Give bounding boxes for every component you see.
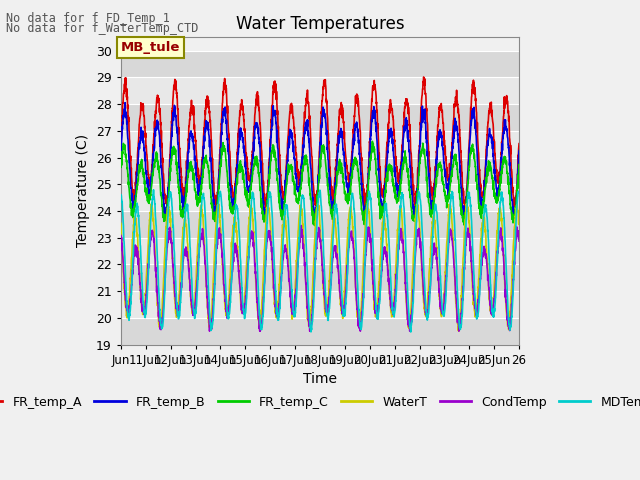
Bar: [121, 104, 519, 131]
MDTemp_A: [492, 295, 499, 300]
Line: WaterT: WaterT: [121, 203, 519, 331]
Line: FR_temp_B: FR_temp_B: [121, 103, 519, 220]
MDTemp_A: [218, 204, 226, 209]
Text: No data for f FD_Temp_1: No data for f FD_Temp_1: [6, 12, 170, 25]
MDTemp_A: [407, 329, 415, 335]
FR_temp_B: [117, 145, 125, 151]
CondTemp: [327, 282, 335, 288]
WaterT: [218, 251, 226, 256]
FR_temp_C: [117, 164, 125, 169]
CondTemp: [205, 328, 213, 334]
Bar: [121, 184, 519, 211]
WaterT: [515, 220, 523, 226]
FR_temp_C: [494, 196, 502, 202]
CondTemp: [494, 251, 502, 256]
FR_temp_A: [212, 208, 220, 214]
FR_temp_A: [246, 179, 254, 185]
Bar: [121, 264, 519, 291]
Line: FR_temp_C: FR_temp_C: [121, 142, 519, 226]
FR_temp_C: [369, 139, 376, 144]
FR_temp_B: [218, 119, 226, 124]
MDTemp_A: [117, 192, 125, 198]
FR_temp_B: [412, 217, 420, 223]
MDTemp_A: [327, 288, 335, 293]
WaterT: [492, 262, 499, 267]
FR_temp_B: [515, 148, 523, 154]
FR_temp_A: [262, 199, 269, 204]
Line: FR_temp_A: FR_temp_A: [121, 77, 519, 211]
Bar: [121, 238, 519, 264]
FR_temp_A: [494, 179, 502, 185]
WaterT: [455, 328, 463, 334]
FR_temp_B: [121, 100, 129, 106]
Line: CondTemp: CondTemp: [121, 226, 519, 331]
FR_temp_C: [246, 190, 254, 196]
FR_temp_B: [492, 174, 499, 180]
FR_temp_B: [494, 185, 502, 191]
WaterT: [494, 222, 502, 228]
WaterT: [327, 252, 335, 258]
Title: Water Temperatures: Water Temperatures: [236, 15, 404, 33]
FR_temp_C: [492, 196, 499, 202]
Bar: [121, 157, 519, 184]
Y-axis label: Temperature (C): Temperature (C): [76, 134, 90, 248]
WaterT: [262, 223, 269, 229]
MDTemp_A: [150, 187, 157, 192]
Bar: [121, 131, 519, 157]
FR_temp_B: [327, 196, 335, 202]
FR_temp_A: [117, 133, 125, 139]
FR_temp_C: [262, 213, 269, 219]
WaterT: [148, 200, 156, 205]
CondTemp: [515, 238, 523, 244]
FR_temp_C: [310, 223, 318, 228]
FR_temp_A: [420, 74, 428, 80]
X-axis label: Time: Time: [303, 372, 337, 386]
MDTemp_A: [494, 249, 502, 254]
FR_temp_B: [246, 181, 254, 187]
Bar: [121, 211, 519, 238]
FR_temp_C: [218, 152, 226, 158]
FR_temp_A: [218, 108, 226, 114]
FR_temp_C: [515, 164, 523, 169]
Legend: FR_temp_A, FR_temp_B, FR_temp_C, WaterT, CondTemp, MDTemp_A: FR_temp_A, FR_temp_B, FR_temp_C, WaterT,…: [0, 391, 640, 414]
CondTemp: [246, 239, 254, 244]
WaterT: [246, 203, 254, 208]
Bar: [121, 77, 519, 104]
Bar: [121, 51, 519, 77]
Bar: [121, 291, 519, 318]
Bar: [121, 318, 519, 345]
Text: MB_tule: MB_tule: [121, 41, 180, 54]
FR_temp_A: [327, 176, 335, 182]
Line: MDTemp_A: MDTemp_A: [121, 190, 519, 332]
FR_temp_A: [515, 141, 523, 146]
MDTemp_A: [246, 223, 254, 229]
CondTemp: [218, 248, 226, 254]
FR_temp_A: [492, 158, 499, 164]
MDTemp_A: [515, 189, 523, 195]
FR_temp_B: [262, 206, 269, 212]
WaterT: [117, 220, 125, 226]
CondTemp: [117, 233, 125, 239]
Text: No data for f_WaterTemp_CTD: No data for f_WaterTemp_CTD: [6, 22, 199, 35]
CondTemp: [298, 223, 305, 228]
MDTemp_A: [262, 251, 269, 257]
FR_temp_C: [327, 209, 335, 215]
CondTemp: [492, 281, 499, 287]
CondTemp: [262, 252, 269, 258]
